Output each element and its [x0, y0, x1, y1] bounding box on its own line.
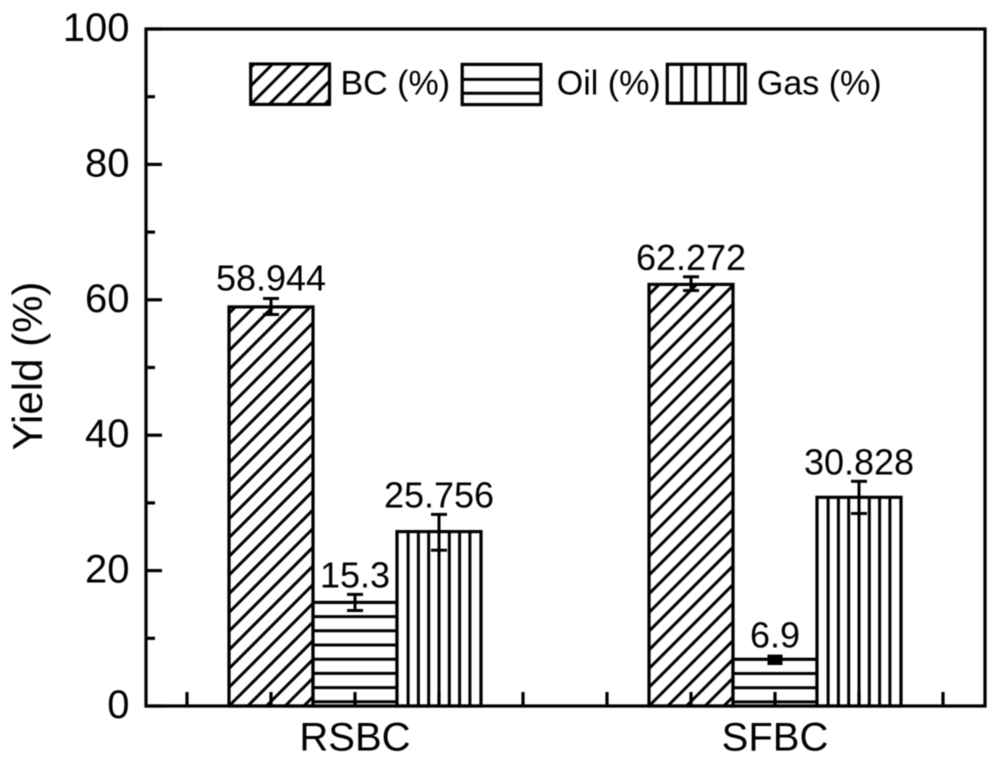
svg-text:0: 0 — [107, 683, 129, 727]
svg-text:100: 100 — [63, 6, 130, 50]
svg-text:25.756: 25.756 — [384, 474, 494, 515]
svg-text:40: 40 — [85, 412, 130, 456]
svg-text:RSBC: RSBC — [299, 716, 410, 760]
svg-text:15.3: 15.3 — [320, 555, 390, 596]
svg-text:Oil (%): Oil (%) — [557, 65, 661, 103]
svg-text:80: 80 — [85, 141, 130, 185]
svg-text:BC (%): BC (%) — [341, 65, 451, 103]
svg-text:Yield (%): Yield (%) — [4, 282, 51, 451]
svg-text:Gas (%): Gas (%) — [757, 65, 882, 103]
svg-text:SFBC: SFBC — [722, 716, 829, 760]
svg-text:58.944: 58.944 — [216, 258, 326, 299]
svg-text:60: 60 — [85, 277, 130, 321]
svg-text:20: 20 — [85, 548, 130, 592]
svg-text:62.272: 62.272 — [636, 237, 746, 278]
svg-text:30.828: 30.828 — [804, 441, 914, 482]
svg-text:6.9: 6.9 — [750, 615, 800, 656]
